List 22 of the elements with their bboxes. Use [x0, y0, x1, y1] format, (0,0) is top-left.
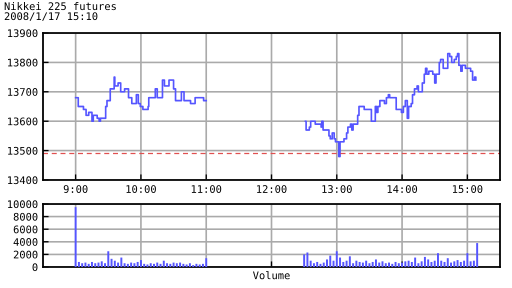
x-tick-label: 12:00	[257, 185, 287, 193]
x-tick-label: 13:00	[322, 185, 352, 193]
y-tick-label: 2000	[14, 250, 38, 259]
chart-subtitle: 2008/1/17 15:10	[4, 12, 98, 21]
y-tick-label: 10000	[8, 200, 38, 208]
y-tick-label: 6000	[14, 225, 38, 234]
y-tick-label: 13500	[8, 146, 38, 155]
y-tick-label: 13800	[8, 58, 38, 67]
y-tick-label: 13700	[8, 88, 38, 96]
x-tick-label: 9:00	[64, 185, 88, 193]
y-tick-label: 13600	[8, 117, 38, 126]
y-tick-label: 13900	[8, 29, 38, 38]
y-tick-label: 4000	[14, 238, 38, 246]
y-tick-label: 13400	[8, 176, 38, 184]
chart-title: Nikkei 225 futures	[4, 2, 116, 10]
x-tick-label: 10:00	[126, 185, 156, 193]
x-axis-title: Volume	[252, 271, 290, 280]
y-tick-label: 8000	[14, 212, 38, 221]
x-tick-label: 14:00	[388, 185, 418, 193]
x-tick-label: 11:00	[192, 185, 222, 193]
x-tick-label: 15:00	[452, 185, 482, 193]
y-tick-label: 0	[32, 263, 38, 272]
